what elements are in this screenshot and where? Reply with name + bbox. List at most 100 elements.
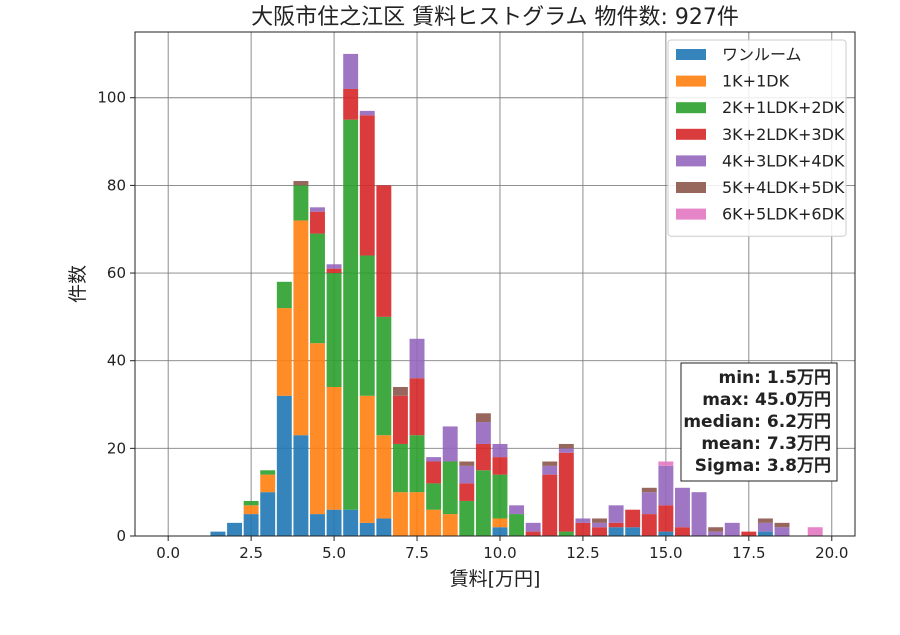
legend-swatch (676, 128, 706, 140)
chart-title: 大阪市住之江区 賃料ヒストグラム 物件数: 927件 (251, 5, 739, 30)
bar-segment (509, 514, 525, 536)
bar-segment (442, 514, 458, 536)
bar-segment (392, 443, 408, 493)
bar-segment (658, 531, 674, 536)
bar-segment (392, 386, 408, 396)
bar-segment (359, 115, 375, 256)
legend-box (667, 39, 847, 237)
x-tick-label: 20.0 (815, 544, 848, 562)
bar-segment (807, 527, 823, 536)
y-tick-label: 60 (107, 264, 126, 282)
bar-segment (376, 316, 392, 436)
bar-segment (774, 527, 790, 536)
bar-segment (409, 378, 425, 436)
bar-segment (475, 422, 491, 444)
bar-segment (260, 470, 276, 475)
bar-segment (276, 281, 292, 309)
bar-segment (542, 465, 558, 475)
bar-segment (525, 531, 541, 536)
bar-segment (310, 514, 325, 536)
bar-segment (475, 413, 491, 423)
bar-segment (592, 518, 607, 523)
legend-swatch (676, 182, 706, 193)
x-tick-label: 15.0 (649, 544, 682, 562)
bar-segment (757, 518, 773, 523)
y-tick-label: 40 (107, 352, 126, 370)
bar-segment (492, 474, 508, 519)
bar-segment (492, 457, 508, 475)
bar-segment (509, 505, 525, 515)
bar-segment (293, 435, 309, 536)
stats-line: max: 45.0万円 (702, 390, 831, 410)
stats-line: min: 1.5万円 (719, 368, 831, 388)
bar-segment (492, 443, 508, 458)
bar-segment (641, 487, 657, 493)
bar-segment (558, 452, 574, 532)
bar-segment (260, 492, 276, 536)
bar-segment (741, 531, 757, 536)
bar-segment (227, 522, 243, 536)
bar-segment (708, 531, 724, 536)
bar-segment (608, 505, 624, 523)
bar-segment (310, 207, 325, 212)
bar-segment (542, 474, 558, 536)
legend-label: 6K+5LDK+6DK (722, 205, 845, 224)
bar-segment (210, 531, 226, 536)
y-tick-label: 80 (107, 176, 126, 194)
bar-segment (525, 522, 541, 532)
bar-segment (326, 273, 342, 387)
bar-segment (608, 527, 624, 536)
bar-segment (442, 426, 458, 462)
x-tick-label: 5.0 (322, 544, 346, 562)
bar-segment (641, 492, 657, 515)
bar-segment (343, 509, 359, 536)
bar-segment (359, 255, 375, 396)
bar-segment (658, 465, 674, 506)
bar-segment (675, 527, 690, 536)
x-axis-ticks: 0.0 2.5 5.0 7.5 10.0 12.5 15.0 17.5 20.0 (156, 536, 848, 562)
y-axis-ticks: 0 20 40 60 80 100 (97, 89, 135, 545)
x-tick-label: 7.5 (405, 544, 429, 562)
y-tick-label: 20 (107, 439, 126, 457)
bar-segment (359, 395, 375, 523)
bar-segment (326, 386, 342, 510)
bar-segment (492, 518, 508, 528)
bar-segment (774, 522, 790, 528)
legend-label: 3K+2LDK+3DK (722, 125, 845, 144)
legend-label: 4K+3LDK+4DK (722, 151, 845, 170)
bar-segment (260, 474, 276, 493)
stats-line: median: 6.2万円 (683, 412, 831, 432)
bar-segment (293, 185, 309, 221)
bar-segment (276, 395, 292, 536)
legend: ワンルーム 1K+1DK 2K+1LDK+2DK 3K+2LDK+3DK 4K+3LDK… (667, 39, 847, 237)
stats-line: Sigma: 3.8万円 (695, 456, 831, 476)
y-tick-label: 100 (97, 89, 126, 107)
legend-label: 2K+1LDK+2DK (722, 98, 845, 117)
x-axis-label: 賃料[万円] (450, 568, 541, 590)
x-tick-label: 10.0 (483, 544, 516, 562)
bar-segment (592, 522, 607, 528)
bar-segment (343, 53, 359, 89)
bar-segment (558, 531, 574, 536)
x-tick-label: 17.5 (732, 544, 765, 562)
bar-segment (691, 492, 707, 536)
bar-segment (243, 500, 259, 506)
y-axis-label: 件数 (67, 265, 89, 303)
legend-swatch (676, 102, 706, 114)
bar-segment (757, 522, 773, 532)
bar-segment (343, 119, 359, 510)
bars (210, 53, 823, 536)
bar-segment (310, 343, 325, 515)
legend-swatch (676, 155, 706, 167)
x-tick-label: 0.0 (156, 544, 180, 562)
bar-segment (392, 492, 408, 536)
stats-line: mean: 7.3万円 (701, 434, 831, 454)
bar-segment (359, 110, 375, 116)
bar-segment (575, 522, 591, 536)
bar-segment (293, 181, 309, 186)
bar-segment (708, 527, 724, 532)
bar-segment (641, 514, 657, 536)
bar-segment (459, 483, 475, 501)
